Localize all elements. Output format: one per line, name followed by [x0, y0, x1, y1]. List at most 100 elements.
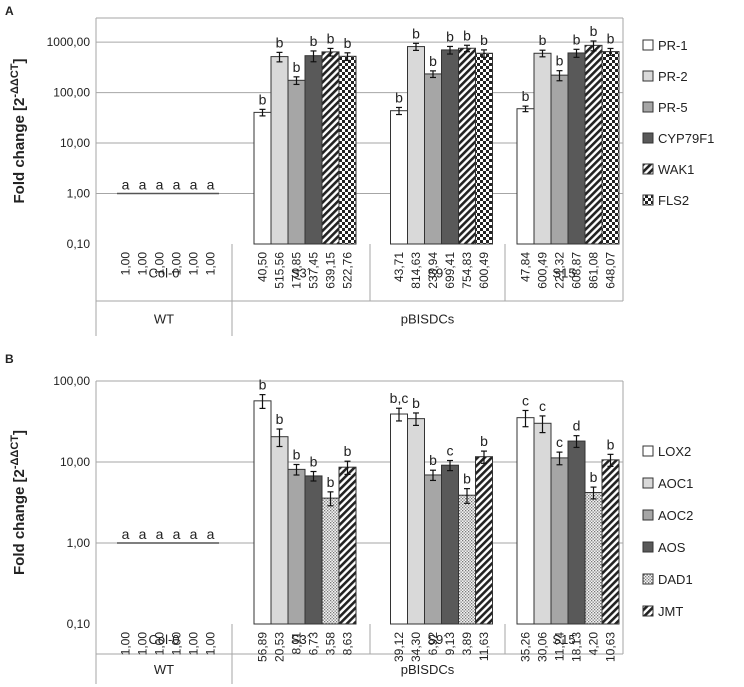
value-label: 10,63 — [604, 632, 618, 662]
bar-lox2 — [516, 417, 535, 625]
significance-letter: b — [446, 28, 454, 44]
value-label: 639,15 — [324, 252, 338, 289]
value-label: 1,00 — [119, 632, 133, 656]
bar-aoc1 — [270, 436, 289, 625]
significance-letter: b — [293, 59, 301, 75]
significance-letter: b — [259, 377, 267, 393]
bar-fls2 — [601, 51, 620, 245]
category-label-s9: S9´ — [427, 632, 447, 647]
panel-a: A 0,10 1,00 10,00 100,00 1000,00 Col-0 S3´ S9´ S1… — [5, 4, 714, 336]
legend-swatch-cyp79f1 — [642, 132, 654, 144]
significance-letter: a — [173, 177, 181, 193]
bar-pr-1 — [390, 110, 408, 245]
significance-letter: b — [344, 35, 352, 51]
legend-swatch-dad1 — [642, 573, 654, 585]
value-label: 6,92 — [426, 632, 440, 656]
value-label: 1,00 — [204, 632, 218, 656]
value-label: 20,53 — [273, 632, 287, 662]
significance-letter: b — [607, 30, 615, 46]
y-tick-label: 1,00 — [67, 187, 91, 201]
legend-label-aoc1: AOC1 — [658, 476, 693, 491]
legend-swatch-pr-5 — [642, 101, 654, 113]
value-label: 537,45 — [307, 252, 321, 289]
significance-letter: b — [327, 474, 335, 490]
significance-letter: b — [412, 25, 420, 41]
bar-fls2 — [475, 52, 493, 245]
legend-label-cyp79f1: CYP79F1 — [658, 131, 714, 146]
panel-letter: B — [5, 352, 14, 366]
value-label: 9,13 — [443, 632, 457, 656]
legend-swatch-aos — [642, 541, 654, 553]
bar-jmt — [338, 466, 357, 625]
category-label-s15: S15 — [552, 266, 575, 281]
significance-letter: b — [429, 452, 437, 468]
value-label: 1,00 — [170, 252, 184, 276]
value-label: 3,58 — [324, 632, 338, 656]
significance-letter: b — [522, 88, 530, 104]
legend-swatch-wak1 — [642, 163, 654, 175]
significance-letter: a — [173, 526, 181, 542]
legend-swatch-pr-2 — [642, 70, 654, 82]
value-label: 1,00 — [119, 252, 133, 276]
value-label: 1,00 — [187, 632, 201, 656]
y-tick-label: 0,10 — [67, 617, 91, 631]
value-label: 600,49 — [477, 252, 491, 289]
value-label: 39,12 — [392, 632, 406, 662]
value-label: 754,83 — [460, 252, 474, 289]
significance-letter: b — [310, 454, 318, 470]
y-tick-label: 10,00 — [60, 136, 90, 150]
legend-swatch-pr-1 — [642, 39, 654, 51]
bar-pr-2 — [270, 56, 289, 245]
significance-letter: b — [412, 395, 420, 411]
bar-dad1 — [458, 494, 476, 625]
bar-lox2 — [253, 400, 272, 625]
category-label-col-0: Col-0 — [148, 266, 179, 281]
value-label: 1,00 — [136, 632, 150, 656]
bar-cyp79f1 — [304, 55, 323, 245]
y-tick-label: 100,00 — [53, 374, 90, 388]
legend-label-pr-5: PR-5 — [658, 100, 688, 115]
value-label: 608,87 — [570, 252, 584, 289]
legend-swatch-jmt — [642, 605, 654, 617]
value-label: 699,41 — [443, 252, 457, 289]
value-label: 30,06 — [536, 632, 550, 662]
significance-letter: c — [522, 392, 529, 408]
bar-wak1 — [321, 51, 340, 245]
bar-pr-1 — [516, 108, 535, 245]
legend-swatch-fls2 — [642, 194, 654, 206]
bar-aoc2 — [424, 474, 442, 625]
value-label: 861,08 — [587, 252, 601, 289]
legend-label-pr-1: PR-1 — [658, 38, 688, 53]
bar-aoc1 — [533, 422, 552, 625]
significance-letter: b — [480, 433, 488, 449]
significance-letter: a — [207, 177, 215, 193]
bar-aoc2 — [287, 468, 306, 625]
significance-letter: b — [327, 30, 335, 46]
significance-letter: a — [156, 526, 164, 542]
y-tick-label: 1000,00 — [47, 35, 91, 49]
significance-letter: b — [539, 32, 547, 48]
category-label-col-0: Col-0 — [148, 632, 179, 647]
value-label: 56,89 — [256, 632, 270, 662]
value-label: 11,63 — [477, 632, 491, 661]
group-label-wt: WT — [154, 312, 174, 327]
category-label-s3: S3´ — [291, 632, 311, 647]
value-label: 1,00 — [153, 632, 167, 656]
bar-aos — [304, 475, 323, 625]
bar-aos — [567, 440, 586, 625]
legend-label-fls2: FLS2 — [658, 193, 689, 208]
y-axis-title: Fold change [2-ΔΔCT] — [9, 430, 28, 575]
significance-letter: b — [293, 447, 301, 463]
value-label: 522,76 — [341, 252, 355, 289]
legend-label-aoc2: AOC2 — [658, 508, 693, 523]
bar-aoc1 — [407, 418, 425, 625]
y-axis-title: Fold change [2-ΔΔCT] — [9, 59, 28, 204]
significance-letter: c — [556, 434, 563, 450]
bar-wak1 — [584, 44, 603, 245]
significance-letter: b — [395, 89, 403, 105]
value-label: 11,24 — [553, 632, 567, 661]
group-label-pbisdcs: pBISDCs — [401, 662, 455, 677]
value-label: 8,11 — [290, 632, 304, 655]
bar-aoc2 — [550, 457, 569, 625]
